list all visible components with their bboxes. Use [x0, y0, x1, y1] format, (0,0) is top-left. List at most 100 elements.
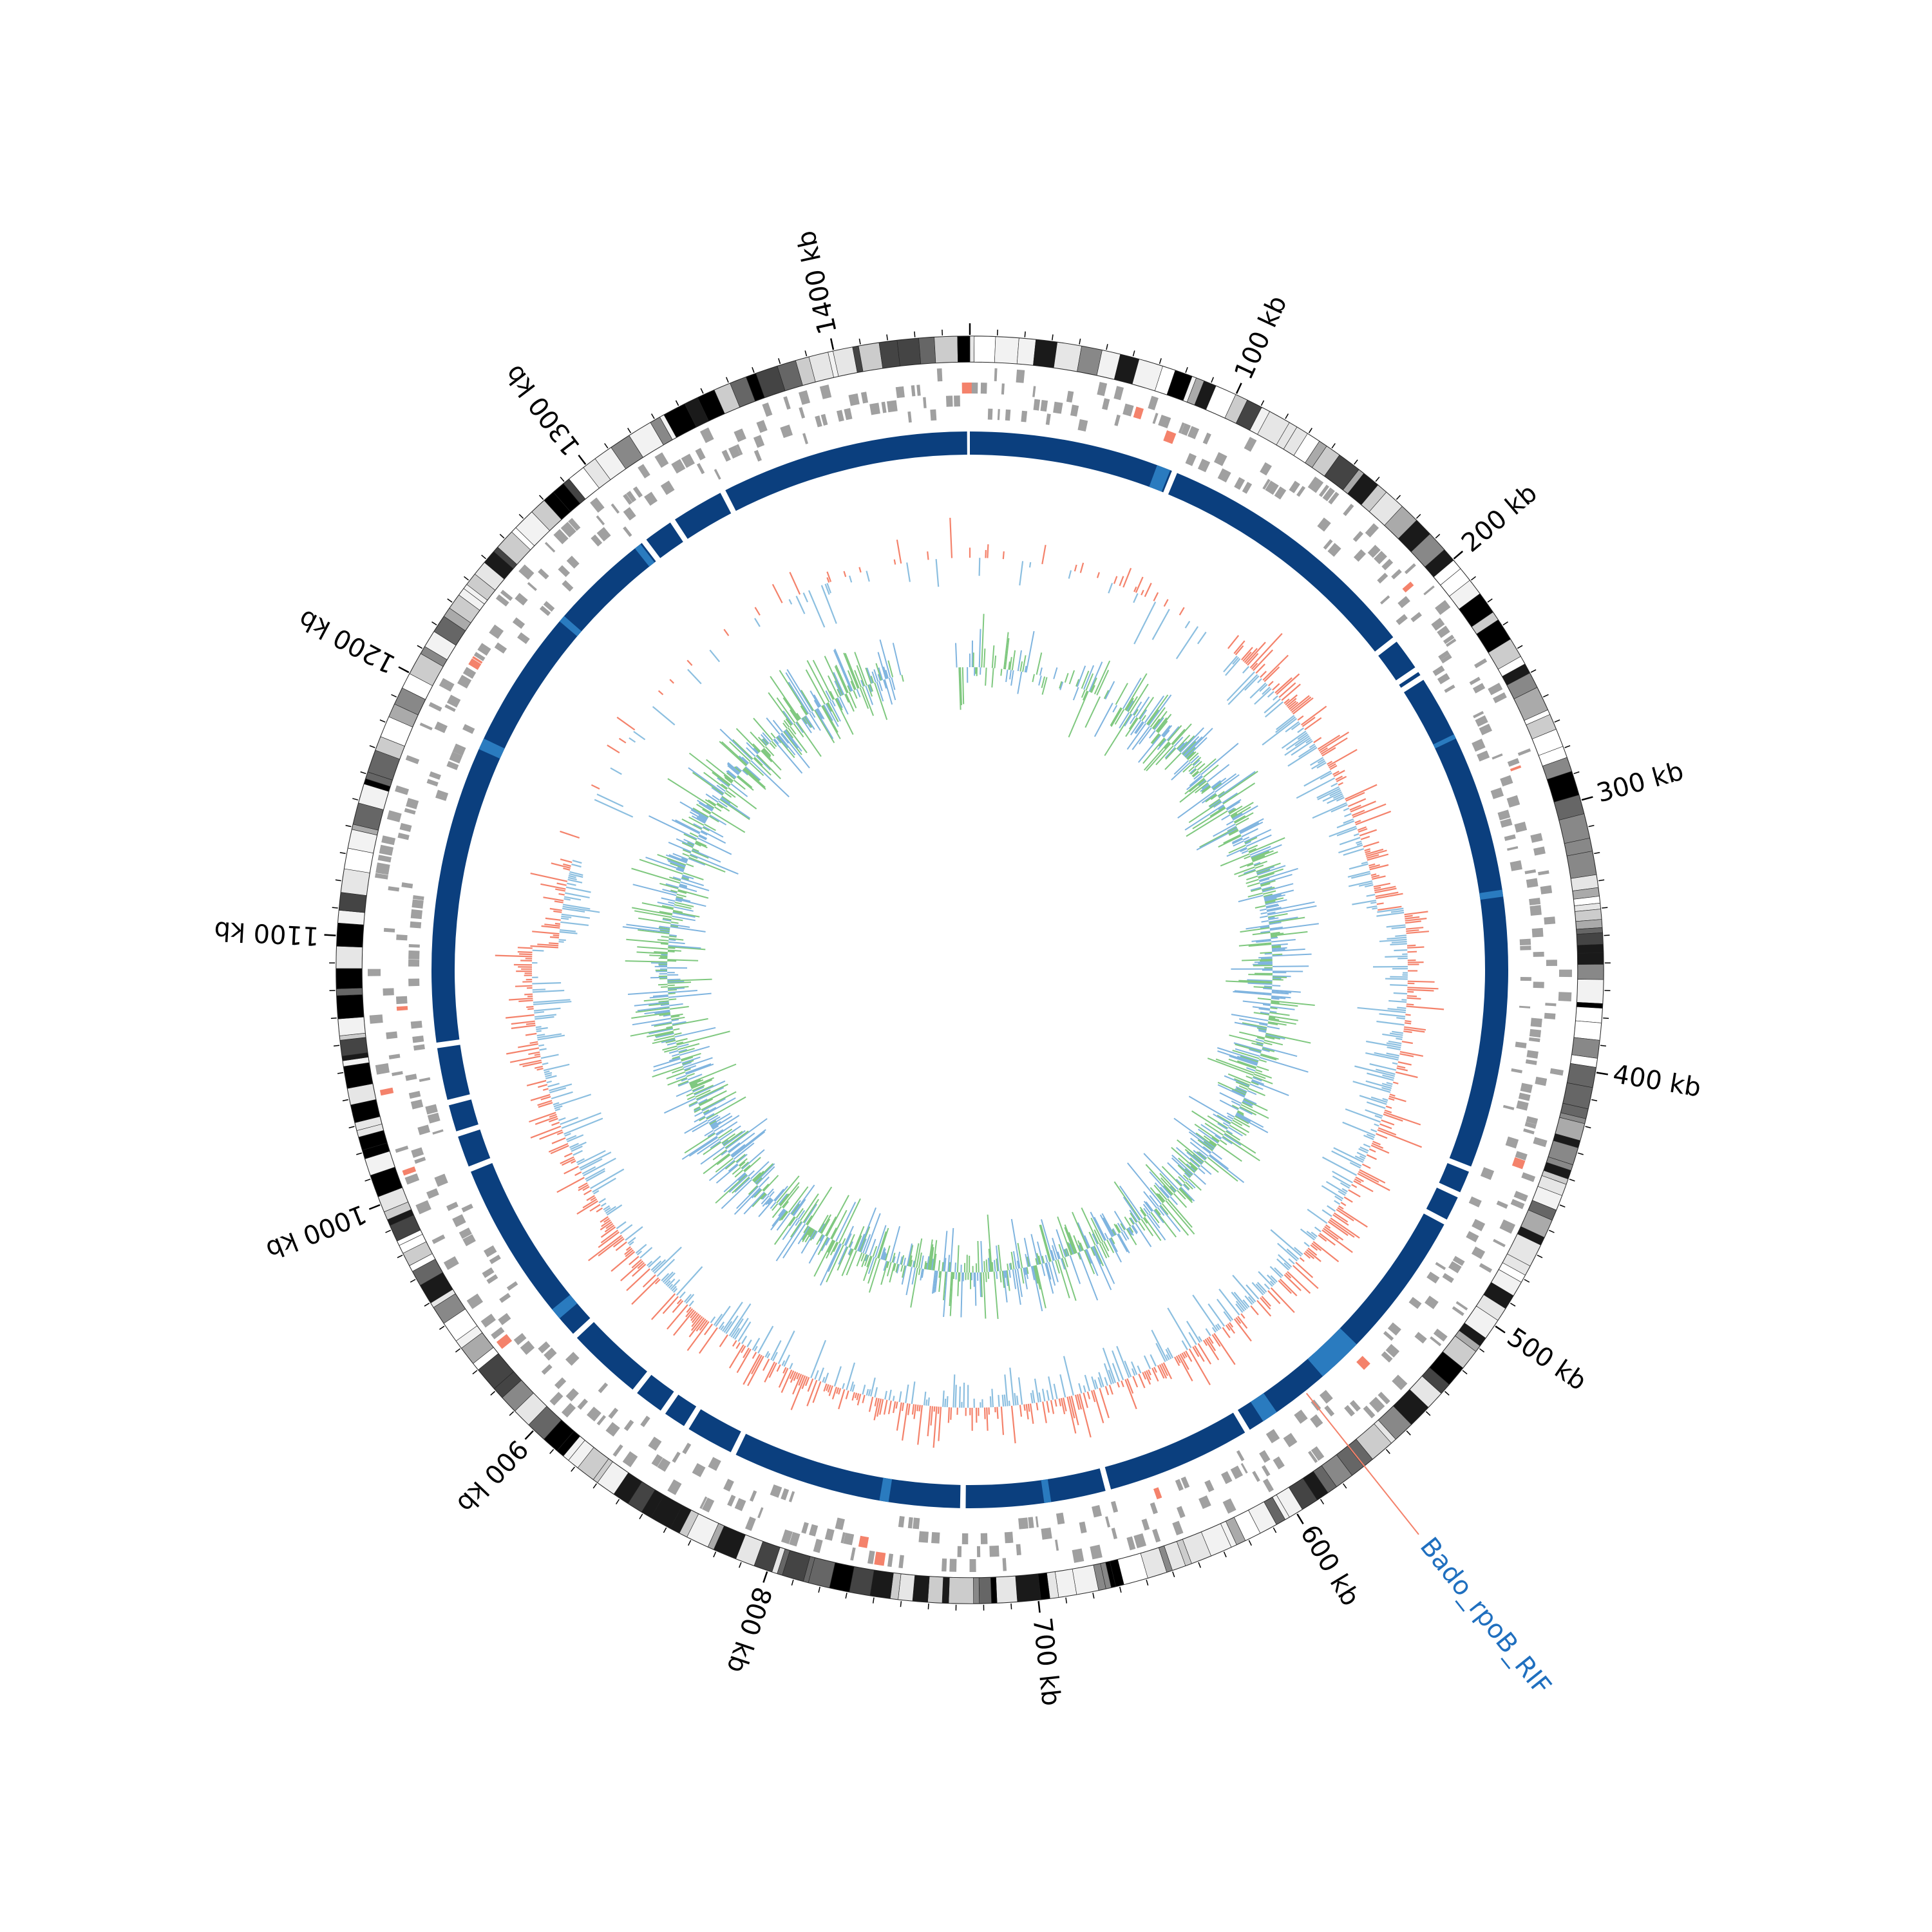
- gc-spike: [734, 1170, 744, 1178]
- gc-spike: [795, 1208, 804, 1218]
- gc-spike: [1188, 1178, 1202, 1191]
- skew-spike: [1297, 727, 1304, 734]
- skew-spike: [907, 1403, 911, 1416]
- gc-spike: [1068, 1243, 1074, 1255]
- gc-spike: [695, 1089, 711, 1098]
- gc-spike: [644, 1009, 670, 1015]
- gc-spike: [1090, 677, 1097, 693]
- skew-spike: [571, 863, 582, 868]
- gc-spike: [697, 1098, 708, 1104]
- gc-spike: [677, 889, 709, 899]
- feature-block: [1310, 1414, 1323, 1428]
- skew-spike: [546, 1080, 552, 1084]
- skew-spike: [887, 1400, 892, 1414]
- gc-spike: [676, 893, 687, 898]
- gc-spike: [686, 1092, 694, 1097]
- skew-spike: [596, 1207, 603, 1213]
- feature-block: [408, 1090, 421, 1099]
- feature-block: [1133, 406, 1144, 420]
- skew-spike: [564, 892, 590, 898]
- minor-tick: [499, 534, 505, 539]
- skew-spike: [905, 1384, 909, 1403]
- gc-spike: [703, 772, 728, 790]
- skew-spike: [911, 1404, 915, 1415]
- skew-spike: [1225, 658, 1241, 676]
- skew-spike: [1385, 1105, 1392, 1109]
- gc-spike: [1129, 1226, 1134, 1233]
- gc-spike: [773, 739, 803, 774]
- major-tick: [578, 454, 587, 465]
- gc-spike: [892, 643, 902, 676]
- skew-spike: [790, 1375, 806, 1410]
- skew-spike: [1264, 698, 1281, 714]
- skew-spike: [626, 1268, 650, 1291]
- skew-spike: [1394, 949, 1408, 952]
- skew-spike: [1042, 1401, 1047, 1423]
- gc-spike: [1191, 770, 1199, 777]
- gc-spike: [668, 946, 706, 951]
- minor-tick: [1524, 1278, 1530, 1283]
- skew-spike: [1363, 1143, 1371, 1148]
- gc-spike: [723, 1172, 746, 1193]
- gc-spike: [1238, 1085, 1249, 1090]
- skew-spike: [1264, 1283, 1271, 1290]
- skew-spike: [1331, 782, 1338, 788]
- feature-block: [446, 694, 461, 708]
- gc-spike: [681, 819, 703, 830]
- gc-spike: [1260, 873, 1293, 885]
- gc-spike: [1010, 1262, 1012, 1270]
- skew-spike: [1343, 1196, 1353, 1203]
- feature-block: [1353, 549, 1367, 562]
- gc-spike: [715, 1157, 734, 1173]
- gc-spike: [668, 901, 675, 904]
- skew-spike: [1389, 1032, 1403, 1036]
- skew-spike: [1353, 1180, 1374, 1193]
- gc-spike: [1245, 925, 1270, 930]
- feature-block: [1262, 1478, 1274, 1493]
- gc-spike: [1242, 1101, 1253, 1108]
- gc-spike: [1251, 855, 1265, 862]
- gc-spike: [1184, 746, 1196, 758]
- feature-block: [410, 909, 422, 920]
- skew-spike: [1309, 743, 1316, 748]
- skew-spike: [525, 1032, 537, 1036]
- minor-tick: [1594, 852, 1600, 855]
- skew-spike: [1405, 920, 1421, 924]
- feature-block: [399, 822, 412, 832]
- skew-spike: [656, 1258, 676, 1277]
- gc-spike: [679, 801, 708, 819]
- skew-spike: [583, 1189, 592, 1196]
- gc-spike: [1162, 730, 1170, 738]
- gc-spike: [1045, 1262, 1052, 1280]
- skew-spike: [1305, 1251, 1315, 1260]
- skew-spike: [1356, 842, 1363, 846]
- feature-block: [1402, 582, 1414, 593]
- skew-spike: [540, 1054, 559, 1059]
- skew-spike: [545, 1074, 552, 1077]
- feature-block: [1452, 1306, 1464, 1316]
- skew-spike: [1251, 663, 1258, 670]
- minor-tick: [900, 1601, 902, 1607]
- gc-spike: [1171, 761, 1191, 781]
- gc-spike: [659, 925, 670, 929]
- skew-spike: [1148, 1369, 1151, 1376]
- skew-spike: [556, 1131, 564, 1135]
- gc-spike: [868, 684, 873, 692]
- gc-spike: [1226, 1130, 1240, 1141]
- gc-spike: [1088, 1231, 1096, 1246]
- gc-spike: [682, 1061, 692, 1066]
- gc-spike: [1055, 1260, 1060, 1274]
- skew-spike: [616, 1221, 627, 1229]
- feature-block: [1177, 1506, 1186, 1519]
- gc-spike: [901, 1265, 907, 1285]
- gc-spike: [949, 1262, 951, 1272]
- skew-spike: [1286, 1248, 1300, 1260]
- skew-spike: [1321, 1185, 1344, 1200]
- gc-spike: [734, 1177, 751, 1193]
- skew-spike: [1377, 1129, 1423, 1148]
- skew-spike: [1002, 551, 1005, 560]
- gc-spike: [1213, 823, 1236, 837]
- skew-spike: [1229, 1322, 1234, 1328]
- feature-block: [446, 1202, 459, 1211]
- gc-spike: [1241, 828, 1258, 838]
